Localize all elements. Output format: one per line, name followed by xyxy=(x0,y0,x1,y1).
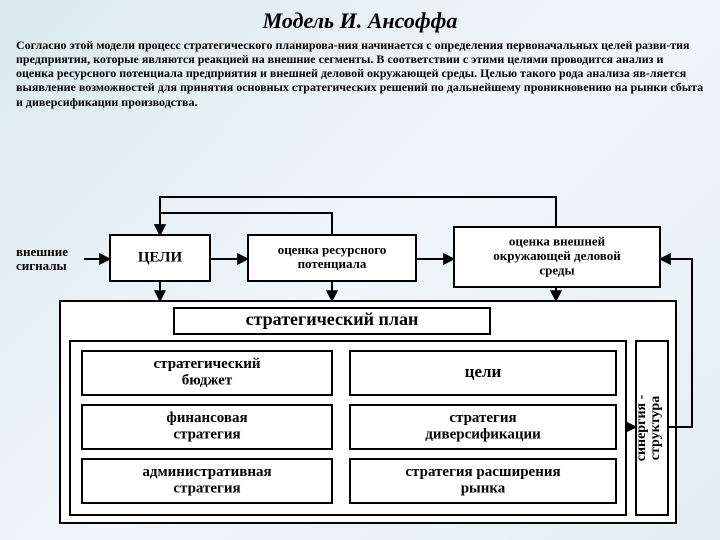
label-syn: синергия -структура xyxy=(634,394,663,461)
label-expand-0: стратегия расширения xyxy=(405,464,560,480)
description-paragraph: Согласно этой модели процесс стратегичес… xyxy=(16,38,704,109)
label-env-0: оценка внешней xyxy=(509,234,606,249)
label-goals2-0: цели xyxy=(465,362,502,381)
label-div-1: диверсификации xyxy=(425,427,541,443)
page-title: Модель И. Ансоффа xyxy=(0,0,720,38)
label-ext-0: внешние xyxy=(16,244,68,259)
label-fin-0: финансовая xyxy=(166,410,247,426)
label-goals1-0: ЦЕЛИ xyxy=(138,249,183,265)
label-fin-1: стратегия xyxy=(173,427,240,443)
label-admin-0: административная xyxy=(142,464,271,480)
ansoff-diagram: внешниесигналы ЦЕЛИ оценка ресурсногопотен… xyxy=(10,175,710,535)
label-admin-1: стратегия xyxy=(173,481,240,497)
label-budget-1: бюджет xyxy=(182,373,233,389)
label-env-1: окружающей деловой xyxy=(493,248,621,263)
label-res-1: потенциала xyxy=(298,256,367,271)
label-ext-1: сигналы xyxy=(16,258,67,273)
label-budget-0: стратегический xyxy=(153,356,260,372)
label-div-0: стратегия xyxy=(449,410,516,426)
label-env-2: среды xyxy=(539,262,574,277)
edge-4 xyxy=(160,213,332,235)
label-expand-1: рынка xyxy=(461,481,506,497)
label-plan_lbl-0: стратегический план xyxy=(246,309,419,329)
label-res-0: оценка ресурсного xyxy=(278,242,387,257)
